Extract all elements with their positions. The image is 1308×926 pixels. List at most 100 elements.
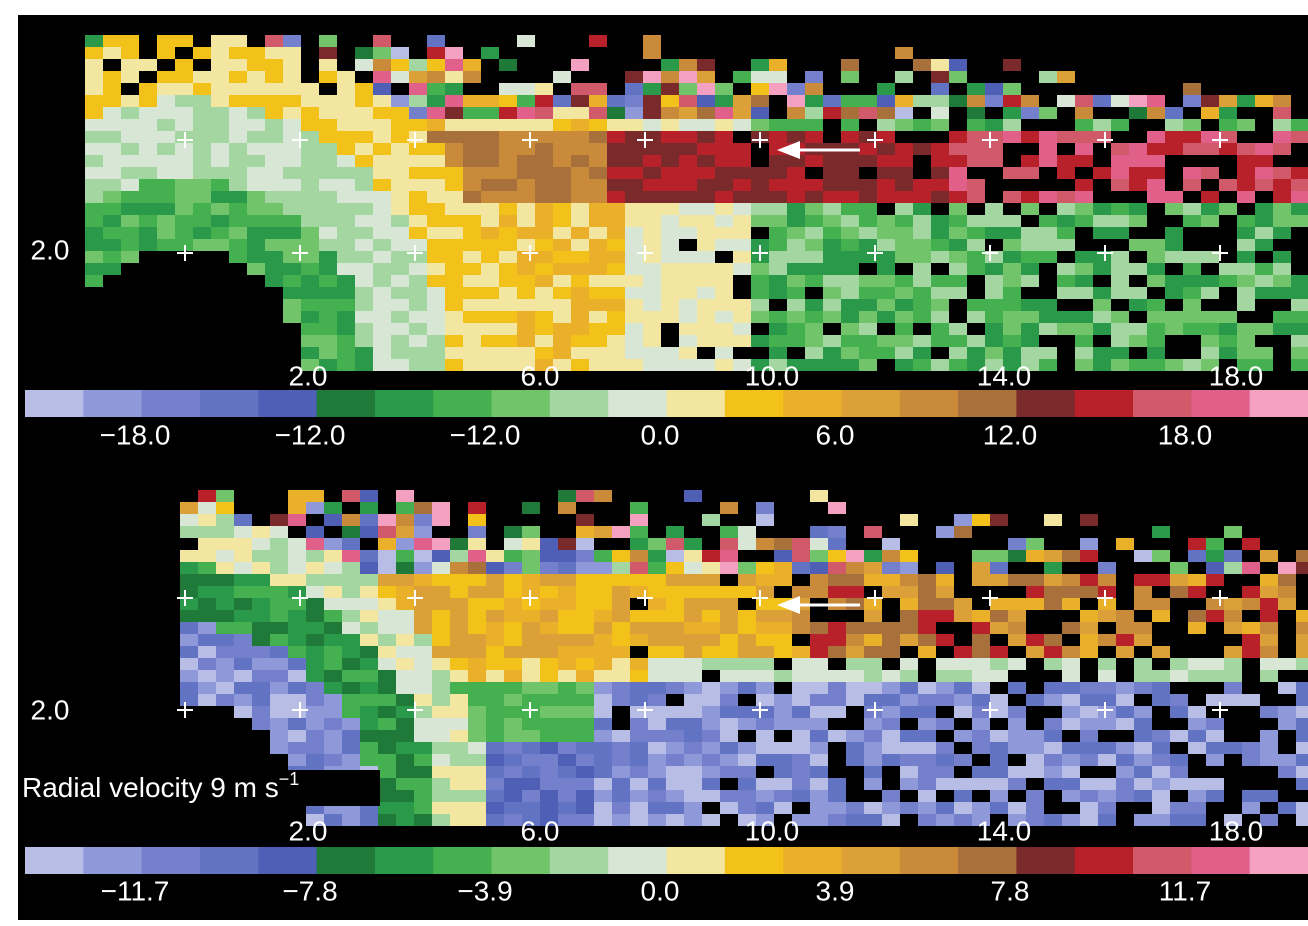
radar-cell xyxy=(1201,335,1219,347)
radar-cell xyxy=(396,562,414,574)
radar-cell xyxy=(1098,706,1116,718)
radar-cell xyxy=(283,239,301,251)
radar-cell xyxy=(900,670,918,682)
radar-cell xyxy=(85,47,103,59)
radar-cell xyxy=(936,526,954,538)
radar-cell xyxy=(540,754,558,766)
radar-cell xyxy=(1152,730,1170,742)
radar-cell xyxy=(625,191,643,203)
radar-cell xyxy=(882,730,900,742)
radar-cell xyxy=(630,526,648,538)
radar-cell xyxy=(139,83,157,95)
radar-cell xyxy=(342,514,360,526)
radar-cell xyxy=(756,634,774,646)
radar-cell xyxy=(1116,766,1134,778)
radar-cell xyxy=(1296,730,1308,742)
radar-cell xyxy=(216,586,234,598)
radar-cell xyxy=(445,47,463,59)
colorbar-swatch xyxy=(549,390,609,417)
radar-cell xyxy=(918,706,936,718)
radar-cell xyxy=(540,562,558,574)
radar-cell xyxy=(1170,766,1188,778)
radar-cell xyxy=(486,586,504,598)
radar-cell xyxy=(895,335,913,347)
radar-cell xyxy=(468,814,486,826)
radar-cell xyxy=(1170,574,1188,586)
radar-cell xyxy=(378,586,396,598)
radar-cell xyxy=(396,814,414,826)
radar-cell xyxy=(666,670,684,682)
radar-cell xyxy=(985,287,1003,299)
radar-cell xyxy=(432,730,450,742)
radar-cell xyxy=(499,143,517,155)
radar-cell xyxy=(715,323,733,335)
radar-cell xyxy=(450,694,468,706)
radar-cell xyxy=(751,287,769,299)
radar-cell xyxy=(630,730,648,742)
radar-cell xyxy=(391,227,409,239)
radar-cell xyxy=(504,682,522,694)
radar-cell xyxy=(517,35,535,47)
radar-cell xyxy=(877,179,895,191)
radar-cell xyxy=(990,766,1008,778)
radar-cell xyxy=(990,754,1008,766)
radar-cell xyxy=(463,287,481,299)
radar-cell xyxy=(1111,287,1129,299)
radar-cell xyxy=(720,694,738,706)
radar-cell xyxy=(846,550,864,562)
radar-cell xyxy=(193,83,211,95)
radar-cell xyxy=(715,143,733,155)
radar-cell xyxy=(522,634,540,646)
radar-cell xyxy=(756,802,774,814)
radar-cell xyxy=(571,191,589,203)
radar-cell xyxy=(1278,718,1296,730)
radar-cell xyxy=(373,299,391,311)
radar-cell xyxy=(1260,754,1278,766)
arrow-head xyxy=(777,596,800,614)
radar-cell xyxy=(288,658,306,670)
radar-cell xyxy=(517,227,535,239)
radar-cell xyxy=(684,598,702,610)
radar-cell xyxy=(787,119,805,131)
radar-cell xyxy=(972,682,990,694)
colorbar-swatch xyxy=(666,390,726,417)
radar-cell xyxy=(486,610,504,622)
radar-cell xyxy=(265,239,283,251)
radar-cell xyxy=(270,718,288,730)
radar-cell xyxy=(751,191,769,203)
radar-cell xyxy=(427,227,445,239)
radar-cell xyxy=(103,155,121,167)
radar-cell xyxy=(432,646,450,658)
radar-cell xyxy=(774,538,792,550)
radar-cell xyxy=(756,562,774,574)
radar-cell xyxy=(1134,706,1152,718)
radar-cell xyxy=(1237,287,1255,299)
radar-cell xyxy=(967,107,985,119)
radar-cell xyxy=(378,526,396,538)
radar-cell xyxy=(877,215,895,227)
radar-cell xyxy=(607,143,625,155)
radar-cell xyxy=(1291,299,1308,311)
radar-cell xyxy=(157,191,175,203)
colorbar-swatch xyxy=(666,847,726,874)
radar-cell xyxy=(1188,610,1206,622)
radar-cell xyxy=(720,550,738,562)
radar-cell xyxy=(774,778,792,790)
radar-cell xyxy=(1278,754,1296,766)
radar-cell xyxy=(517,203,535,215)
radar-cell xyxy=(481,119,499,131)
radar-cell xyxy=(949,59,967,71)
radar-cell xyxy=(468,586,486,598)
radar-cell xyxy=(589,251,607,263)
radar-cell xyxy=(1062,586,1080,598)
radar-cell xyxy=(589,191,607,203)
radar-cell xyxy=(85,155,103,167)
radar-cell xyxy=(1062,658,1080,670)
radar-cell xyxy=(121,131,139,143)
radar-cell xyxy=(648,586,666,598)
radar-cell xyxy=(1255,179,1273,191)
radar-cell xyxy=(990,778,1008,790)
radar-cell xyxy=(1021,191,1039,203)
radar-cell xyxy=(432,670,450,682)
radar-cell xyxy=(1273,95,1291,107)
